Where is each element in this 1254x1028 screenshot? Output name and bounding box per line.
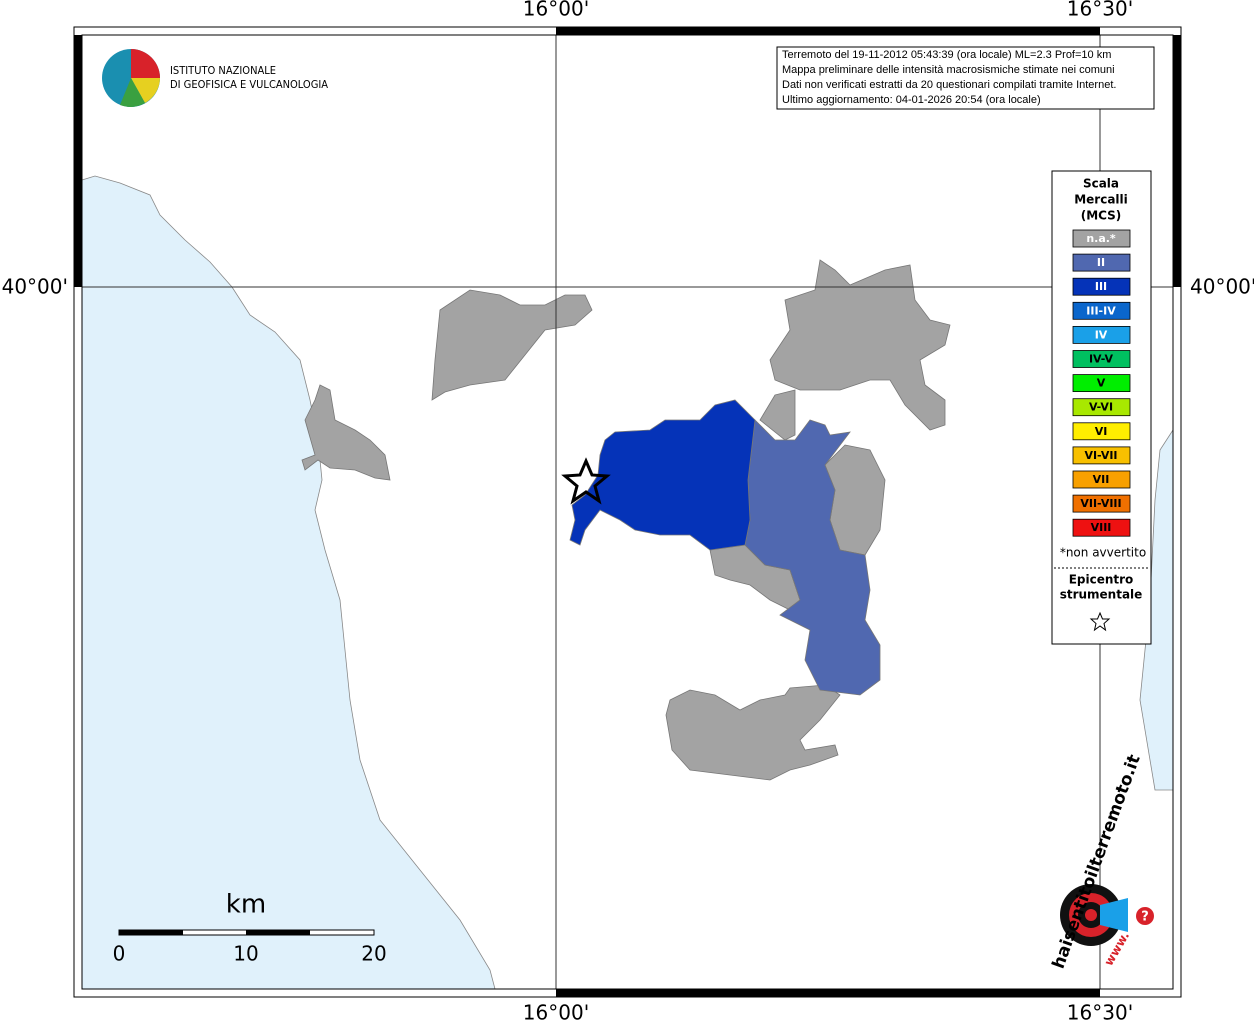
info-text: Terremoto del 19-11-2012 05:43:39 (ora l… <box>782 49 1116 106</box>
scale-unit: km <box>226 890 266 920</box>
info-box <box>776 46 1155 110</box>
area-ii <box>744 419 881 696</box>
legend-swatch <box>1072 301 1131 320</box>
legend-swatch <box>1072 494 1131 513</box>
legend-label: III-IV <box>1086 304 1116 317</box>
info-line: Ultimo aggiornamento: 04-01-2026 20:54 (… <box>782 94 1041 106</box>
logo-text: ISTITUTO NAZIONALE <box>170 64 276 77</box>
legend-swatch <box>1072 350 1131 368</box>
legend-swatch <box>1072 518 1131 537</box>
legend-swatch <box>1072 398 1131 417</box>
legend-star <box>1089 611 1111 632</box>
area-na <box>431 289 593 401</box>
info-line: Mappa preliminare delle intensità macros… <box>782 64 1115 76</box>
epicentre <box>561 457 611 505</box>
sea <box>1139 428 1174 791</box>
legend-swatch <box>1072 253 1131 272</box>
legend-swatch <box>1072 422 1131 441</box>
area-na <box>301 384 391 481</box>
legend-title: Mercalli <box>1074 193 1128 207</box>
info-line: Terremoto del 19-11-2012 05:43:39 (ora l… <box>782 49 1111 61</box>
legend-label: n.a.* <box>1086 232 1116 245</box>
legend-epicentre: strumentale <box>1060 588 1143 602</box>
legend-label: V-VI <box>1089 401 1113 414</box>
municipalities <box>301 259 951 781</box>
legend-label: IV <box>1095 328 1108 341</box>
legend-label: VIII <box>1091 521 1112 534</box>
scale-label: 0 <box>113 942 126 966</box>
legend-label: IV-V <box>1089 353 1114 366</box>
area-iii <box>569 399 756 551</box>
lat-label: 40°00' <box>1190 275 1254 299</box>
ingv-logo: ISTITUTO NAZIONALE DI GEOFISICA E VULCAN… <box>102 49 328 107</box>
scale-label: 10 <box>233 942 258 966</box>
legend-swatch <box>1072 229 1131 248</box>
area-na <box>759 389 796 441</box>
scale-label: 20 <box>361 942 386 966</box>
legend-label: VII-VIII <box>1080 497 1121 510</box>
legend-title: Scala <box>1083 177 1119 191</box>
lon-label: 16°30' <box>1067 1001 1133 1025</box>
legend-swatch <box>1072 446 1131 465</box>
legend-label: V <box>1097 377 1106 390</box>
legend-label: II <box>1097 256 1105 269</box>
legend-swatch <box>1072 470 1131 489</box>
lon-label: 16°00' <box>523 1001 589 1025</box>
legend-swatch <box>1072 374 1131 393</box>
logo-question: ? <box>1141 910 1149 925</box>
legend: ScalaMercalli(MCS)n.a.*IIIIIIII-IVIVIV-V… <box>1054 177 1149 632</box>
lon-label: 16°00' <box>523 0 589 21</box>
legend-title: (MCS) <box>1081 209 1122 223</box>
legend-label: III <box>1095 280 1107 293</box>
legend-label: VI-VII <box>1084 449 1117 462</box>
scale-bar: km 0 10 20 <box>113 890 387 966</box>
sea <box>81 175 496 990</box>
legend-note: *non avvertito <box>1060 546 1146 560</box>
legend-label: VII <box>1093 473 1110 486</box>
area-na <box>769 259 951 431</box>
legend-swatch <box>1072 325 1131 344</box>
area-na <box>665 684 841 781</box>
frame <box>73 26 1182 998</box>
logo-text: DI GEOFISICA E VULCANOLOGIA <box>170 78 328 91</box>
lat-label: 40°00' <box>2 275 68 299</box>
legend-label: VI <box>1095 425 1108 438</box>
lon-label: 16°30' <box>1067 0 1133 21</box>
legend-swatch <box>1072 277 1131 296</box>
legend-epicentre: Epicentro <box>1069 573 1134 587</box>
info-line: Dati non verificati estratti da 20 quest… <box>782 79 1116 91</box>
